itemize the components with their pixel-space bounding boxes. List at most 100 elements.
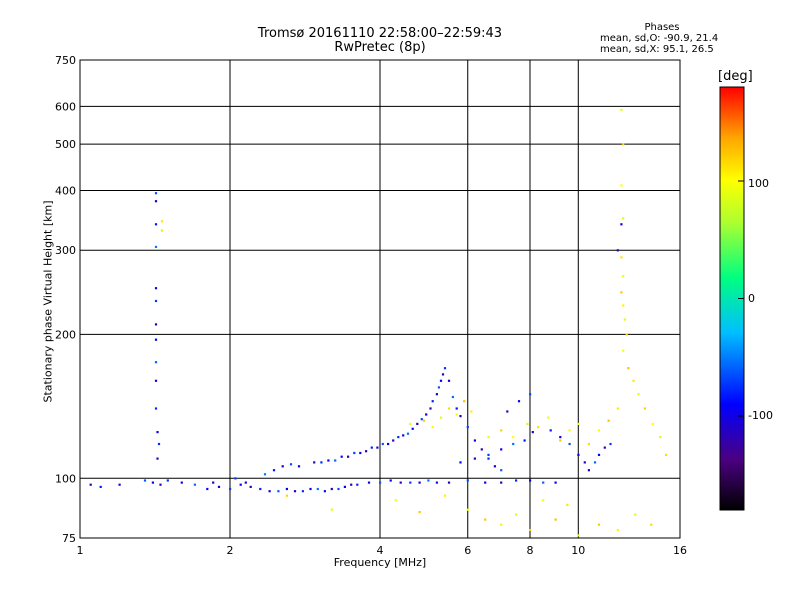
point-o-33 <box>418 481 421 484</box>
point-o-71 <box>420 418 423 421</box>
chart-subtitle: RwPretec (8p) <box>334 40 426 55</box>
point-o-120 <box>616 249 619 252</box>
point-x-38 <box>651 422 654 425</box>
point-o-3 <box>143 479 147 482</box>
point-o-94 <box>512 442 515 446</box>
point-x-44 <box>515 513 518 516</box>
point-o-26 <box>350 483 353 486</box>
point-o-20 <box>309 487 312 491</box>
point-o-18 <box>293 490 297 493</box>
x-tick-label-6: 6 <box>464 544 471 557</box>
x-tick-label-16: 16 <box>673 544 687 557</box>
point-o-87 <box>487 457 490 460</box>
point-o-12 <box>239 483 242 486</box>
point-o-75 <box>435 393 438 396</box>
point-o-62 <box>376 446 379 449</box>
x-tick-label-4: 4 <box>377 544 384 557</box>
point-o-2 <box>118 483 121 486</box>
point-o-124 <box>577 453 580 456</box>
point-o-54 <box>327 459 330 462</box>
point-x-5 <box>439 416 443 419</box>
point-x-53 <box>650 523 653 526</box>
point-o-74 <box>431 400 434 403</box>
point-o-57 <box>347 455 350 458</box>
point-o-93 <box>500 448 503 451</box>
point-o-41 <box>529 479 532 482</box>
x-tick-label-2: 2 <box>227 544 234 557</box>
point-o-116 <box>597 453 601 456</box>
point-o-50 <box>289 463 293 466</box>
point-o-70 <box>416 422 419 425</box>
point-o-72 <box>425 413 428 416</box>
point-o-27 <box>356 483 359 486</box>
point-x-50 <box>597 523 601 526</box>
point-o-25 <box>343 485 346 488</box>
point-o-73 <box>429 407 432 410</box>
point-x-10 <box>487 436 490 439</box>
point-x-35 <box>632 379 635 382</box>
point-o-29 <box>379 481 382 484</box>
point-x-40 <box>665 453 668 456</box>
point-o-23 <box>330 487 333 491</box>
point-o-76 <box>437 386 440 389</box>
point-o-24 <box>337 487 340 491</box>
point-o-100 <box>154 407 158 410</box>
point-o-58 <box>353 451 356 455</box>
point-o-59 <box>359 451 362 455</box>
point-x-48 <box>566 503 569 506</box>
point-x-47 <box>554 518 557 521</box>
point-o-77 <box>439 379 443 382</box>
point-o-53 <box>320 461 323 464</box>
point-x-42 <box>484 518 487 521</box>
point-o-98 <box>517 400 521 403</box>
point-o-99 <box>506 410 509 413</box>
point-x-43 <box>500 523 503 526</box>
point-o-80 <box>447 379 451 382</box>
point-o-15 <box>268 490 271 493</box>
point-o-110 <box>154 192 158 195</box>
point-o-113 <box>157 442 161 446</box>
point-o-47 <box>263 473 267 476</box>
point-o-109 <box>154 200 158 203</box>
x-axis-label: Frequency [MHz] <box>333 556 427 569</box>
point-o-22 <box>323 490 326 493</box>
point-o-31 <box>399 481 402 484</box>
x-tick-label-1: 1 <box>77 544 84 557</box>
point-x-56 <box>443 494 447 497</box>
point-o-119 <box>620 223 623 226</box>
y-tick-label-750: 750 <box>55 54 76 67</box>
chart-title: Tromsø 20161110 22:58:00–22:59:43 <box>257 26 503 41</box>
point-o-84 <box>466 426 469 429</box>
point-x-30 <box>622 304 625 307</box>
colorbar-unit: [deg] <box>718 69 753 84</box>
point-o-32 <box>409 481 412 484</box>
point-o-7 <box>180 481 183 484</box>
colorbar-tick-label-100: 100 <box>748 177 769 190</box>
point-x-29 <box>620 291 623 294</box>
phase-stats-heading: Phases <box>644 22 680 33</box>
point-o-45 <box>234 477 237 480</box>
y-tick-label-400: 400 <box>55 184 76 197</box>
point-o-111 <box>156 431 159 434</box>
y-tick-label-100: 100 <box>55 472 76 485</box>
point-x-4 <box>431 426 434 429</box>
point-o-78 <box>441 373 445 376</box>
point-o-40 <box>515 479 518 482</box>
point-o-16 <box>277 490 280 493</box>
point-o-106 <box>154 287 158 290</box>
point-o-97 <box>529 393 532 396</box>
y-axis-label: Stationary phase Virtual Height [km] <box>41 200 55 403</box>
point-o-118 <box>609 442 612 446</box>
colorbar-tick-label-0: 0 <box>748 292 755 305</box>
point-o-86 <box>480 448 483 451</box>
point-x-52 <box>634 513 637 516</box>
scatter-points <box>89 108 668 537</box>
point-x-1 <box>160 220 164 223</box>
point-o-63 <box>381 442 384 446</box>
point-x-17 <box>568 429 571 432</box>
point-o-121 <box>549 429 552 432</box>
point-x-36 <box>637 393 640 396</box>
y-tick-label-200: 200 <box>55 328 76 341</box>
point-o-11 <box>229 487 232 491</box>
point-x-49 <box>577 534 580 537</box>
